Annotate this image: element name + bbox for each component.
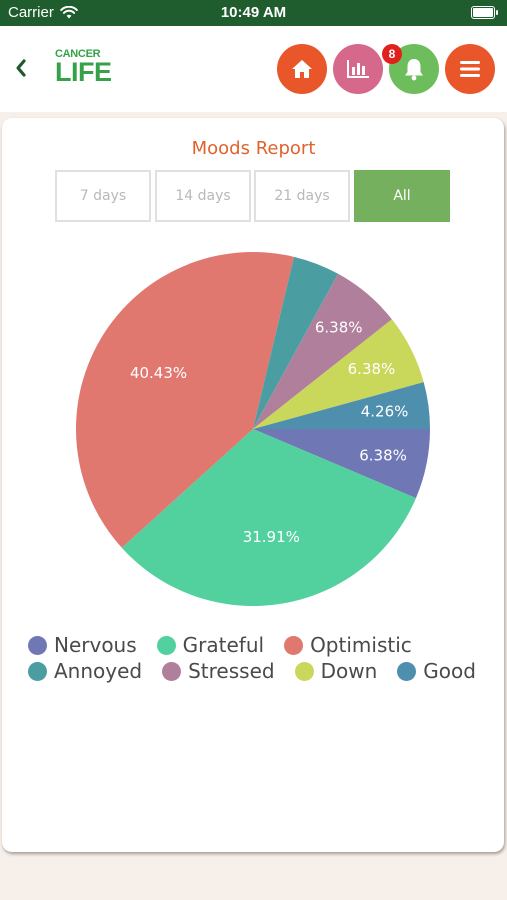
tab-14-days[interactable]: 14 days [155, 170, 251, 222]
legend-item-optimistic[interactable]: Optimistic [284, 633, 412, 657]
pie-svg: 6.38% 31.91% 40.43% 6.38% 6.38% 4.26% [75, 251, 430, 606]
status-bar: Carrier 10:49 AM [0, 0, 507, 26]
home-icon [292, 60, 312, 78]
cancer-life-logo: CANCER LIFE [55, 48, 115, 92]
legend-swatch [162, 661, 182, 681]
pie-slice-grateful[interactable] [121, 429, 416, 606]
pie-slice-optimistic[interactable] [75, 251, 294, 548]
legend-swatch [28, 661, 47, 681]
legend-item-annoyed[interactable]: Annoyed [28, 659, 142, 683]
legend-label: Down [320, 659, 378, 683]
chart-legend: Nervous Grateful Optimistic Annoyed Stressed… [28, 632, 498, 684]
notification-badge: 8 [382, 44, 402, 64]
logo-line2: LIFE [55, 57, 112, 87]
legend-swatch [284, 635, 304, 655]
bell-icon [405, 59, 423, 81]
reports-button[interactable] [333, 44, 383, 94]
pie-slice-stressed[interactable] [253, 273, 392, 429]
bar-chart-icon [347, 60, 369, 78]
slice-label-stressed: 6.38% [315, 319, 363, 337]
tab-7-days[interactable]: 7 days [55, 170, 151, 222]
battery-icon [471, 6, 498, 19]
tab-all[interactable]: All [354, 170, 450, 222]
pie-slice-annoyed[interactable] [253, 256, 339, 429]
legend-swatch [397, 661, 417, 681]
legend-item-good[interactable]: Good [397, 659, 476, 683]
slice-label-optimistic: 40.43% [130, 364, 187, 382]
legend-swatch [28, 635, 47, 655]
legend-label: Annoyed [54, 659, 143, 683]
legend-label: Optimistic [310, 633, 412, 657]
pie-slice-nervous[interactable] [253, 429, 430, 499]
wifi-icon [60, 6, 78, 19]
legend-item-down[interactable]: Down [294, 659, 378, 683]
legend-item-nervous[interactable]: Nervous [28, 633, 137, 657]
legend-item-stressed[interactable]: Stressed [162, 659, 275, 683]
pie-slice-good[interactable] [253, 382, 430, 429]
legend-row: Nervous Grateful Optimistic [28, 632, 498, 658]
home-button[interactable] [277, 44, 327, 94]
moods-pie-chart: 6.38% 31.91% 40.43% 6.38% 6.38% 4.26% [0, 230, 507, 630]
carrier-label: Carrier [8, 4, 54, 21]
status-time: 10:49 AM [220, 4, 287, 21]
slice-label-grateful: 31.91% [243, 528, 300, 546]
slice-label-good: 4.26% [361, 402, 409, 420]
legend-row: Annoyed Stressed Down Good [28, 658, 498, 684]
slice-label-nervous: 6.38% [359, 446, 407, 464]
legend-label: Good [423, 659, 476, 683]
page-title: Moods Report [191, 138, 316, 159]
tab-21-days[interactable]: 21 days [254, 170, 350, 222]
carrier-group: Carrier [8, 4, 78, 21]
slice-label-down: 6.38% [348, 360, 396, 378]
legend-label: Grateful [182, 633, 265, 657]
menu-icon [460, 61, 480, 77]
legend-swatch [294, 661, 314, 681]
pie-slice-down[interactable] [253, 319, 424, 429]
legend-label: Nervous [54, 633, 137, 657]
logo-line1: CANCER [55, 48, 101, 60]
back-button[interactable] [10, 54, 32, 82]
legend-item-grateful[interactable]: Grateful [156, 633, 265, 657]
menu-button[interactable] [445, 44, 495, 94]
nav-bar: CANCER LIFE [0, 26, 507, 112]
chevron-left-icon [16, 59, 26, 77]
legend-swatch [156, 635, 176, 655]
legend-label: Stressed [188, 659, 275, 683]
